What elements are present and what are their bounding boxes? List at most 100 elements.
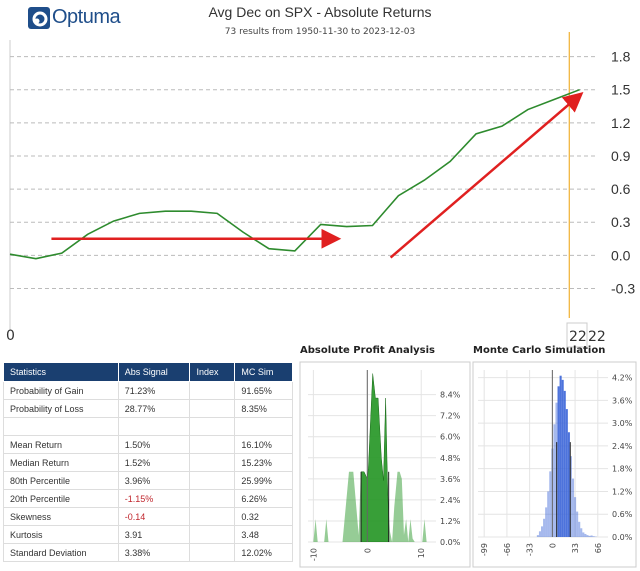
histogram-bar — [538, 531, 541, 537]
table-cell: Mean Return — [3, 435, 119, 454]
mc-title: Monte Carlo Simulation — [473, 345, 606, 356]
y-tick-label: 0.3 — [611, 214, 631, 230]
x-cursor-label: 22 — [569, 329, 587, 345]
statistics-table: Statistics Abs Signal Index MC Sim Probabil… — [3, 362, 293, 562]
column-header: Index — [189, 362, 236, 382]
y-tick-label: 1.8% — [612, 465, 633, 474]
table-cell: 6.26% — [234, 489, 293, 508]
y-tick-label: 0.6 — [611, 181, 631, 197]
histogram-bar — [569, 456, 572, 537]
histogram-bar — [559, 375, 562, 537]
histogram-bar — [580, 528, 583, 537]
table-cell — [189, 471, 236, 490]
y-tick-label: 0.0 — [611, 247, 631, 263]
table-cell: 25.99% — [234, 471, 293, 490]
logo-text: Optuma — [52, 6, 121, 28]
table-cell — [117, 417, 191, 436]
table-cell — [189, 489, 236, 508]
table-cell — [189, 543, 236, 562]
y-tick-label: 0.9 — [611, 148, 631, 164]
y-tick-label: 4.2% — [612, 374, 633, 383]
y-tick-label: 3.0% — [612, 419, 633, 428]
table-row: 20th Percentile -1.15% 6.26% — [3, 489, 293, 508]
percentile-band-area — [361, 373, 389, 542]
table-cell: 3.38% — [117, 543, 191, 562]
y-tick-label: 6.0% — [440, 433, 461, 442]
table-cell: 1.50% — [117, 435, 191, 454]
histogram-bar — [592, 536, 595, 537]
table-cell: Skewness — [3, 507, 119, 526]
table-cell: 15.23% — [234, 453, 293, 472]
table-cell — [189, 507, 236, 526]
table-row: 80th Percentile 3.96% 25.99% — [3, 471, 293, 490]
table-cell: 91.65% — [234, 381, 293, 400]
y-tick-label: 1.5 — [611, 82, 631, 98]
y-tick-label: 0.6% — [612, 510, 633, 519]
table-row: Mean Return 1.50% 16.10% — [3, 435, 293, 454]
table-cell: 3.48 — [234, 525, 293, 544]
table-cell: 80th Percentile — [3, 471, 119, 490]
histogram-bar — [576, 511, 579, 537]
histogram-bar — [571, 478, 575, 537]
y-tick-label: 2.4% — [612, 442, 633, 451]
y-tick-label: 3.6% — [440, 475, 461, 484]
table-cell — [189, 417, 236, 436]
x-tick-label: -99 — [480, 543, 489, 556]
chart-title: Avg Dec on SPX - Absolute Returns — [208, 4, 432, 20]
histogram-bar — [553, 424, 556, 537]
logo-icon — [28, 6, 50, 29]
column-header: Statistics — [3, 362, 119, 382]
table-cell: Median Return — [3, 453, 119, 472]
table-cell: 8.35% — [234, 399, 293, 418]
histogram-bar — [586, 535, 589, 537]
table-cell — [234, 417, 293, 436]
table-cell: -1.15% — [117, 489, 191, 508]
histogram-bar — [549, 471, 552, 537]
x-tick-label: -10 — [309, 548, 318, 561]
x-tick-label: -33 — [526, 543, 535, 556]
table-row: Kurtosis 3.91 3.48 — [3, 525, 293, 544]
histogram-bar — [545, 507, 548, 537]
chart-frame — [472, 361, 637, 568]
y-tick-label: 1.2% — [440, 517, 461, 526]
table-cell: Probability of Loss — [3, 399, 119, 418]
table-cell: 20th Percentile — [3, 489, 119, 508]
table-row: Probability of Loss 28.77% 8.35% — [3, 399, 293, 418]
y-tick-label: 0.0% — [612, 533, 633, 542]
histogram-bar — [584, 533, 587, 537]
x-tick-label: 10 — [417, 548, 426, 558]
table-cell: 71.23% — [117, 381, 191, 400]
table-cell — [189, 435, 236, 454]
histogram-bar — [543, 518, 546, 537]
table-row: Skewness -0.14 0.32 — [3, 507, 293, 526]
table-cell — [189, 381, 236, 400]
histogram-bar — [578, 521, 581, 537]
table-cell: 1.52% — [117, 453, 191, 472]
table-cell: 12.02% — [234, 543, 293, 562]
y-tick-label: 1.8 — [611, 49, 631, 65]
apa-title: Absolute Profit Analysis — [300, 345, 435, 356]
y-tick-label: 4.8% — [440, 454, 461, 463]
histogram-bar — [590, 535, 593, 537]
table-cell: 0.32 — [234, 507, 293, 526]
histogram-bar — [565, 409, 568, 537]
histogram-bar — [574, 497, 577, 537]
y-tick-label: 1.2 — [611, 115, 631, 131]
table-cell: -0.14 — [117, 507, 191, 526]
chart-subtitle: 73 results from 1950-11-30 to 2023-12-03 — [224, 27, 416, 37]
table-row: Median Return 1.52% 15.23% — [3, 453, 293, 472]
series-line — [9, 88, 580, 260]
x-tick-label: 0 — [363, 548, 372, 553]
histogram-bar — [557, 386, 560, 537]
column-header: MC Sim — [234, 362, 293, 382]
table-cell: Standard Deviation — [3, 543, 119, 562]
table-cell: 16.10% — [234, 435, 293, 454]
x-right-label: 22 — [588, 329, 606, 345]
histogram-bar — [582, 532, 585, 537]
y-tick-label: 0.0% — [440, 538, 461, 547]
histogram-bar — [547, 491, 550, 537]
optuma-logo: Optuma — [28, 6, 121, 29]
x-tick-label: 66 — [594, 543, 603, 553]
x-tick-label: 0 — [548, 543, 557, 548]
